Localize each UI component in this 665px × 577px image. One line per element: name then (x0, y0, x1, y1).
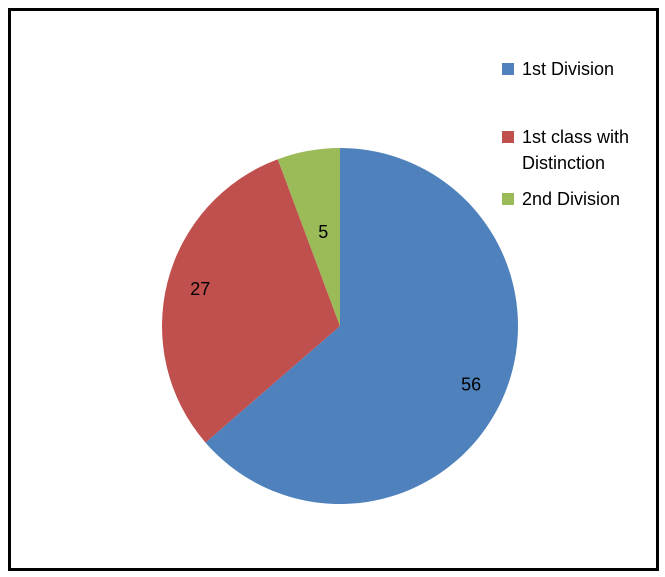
pie-slice (205, 148, 519, 504)
legend-label: 1st Division (522, 59, 615, 79)
data-label: 27 (190, 279, 210, 299)
legend-item: 1st Division (502, 56, 665, 82)
legend-swatch (502, 131, 514, 143)
pie-slice (162, 159, 340, 443)
legend-swatch (502, 63, 514, 75)
legend-label: 1st class with Distinction (522, 127, 630, 173)
data-label: 5 (318, 222, 328, 242)
legend-item: 2nd Division (502, 186, 665, 212)
pie-slice (277, 148, 340, 326)
legend-item: 1st class with Distinction (502, 124, 665, 176)
legend-label: 2nd Division (522, 189, 621, 209)
legend: 1st Division 1st class with Distinction 2n… (502, 56, 665, 212)
data-label: 56 (461, 375, 481, 395)
legend-swatch (502, 193, 514, 205)
